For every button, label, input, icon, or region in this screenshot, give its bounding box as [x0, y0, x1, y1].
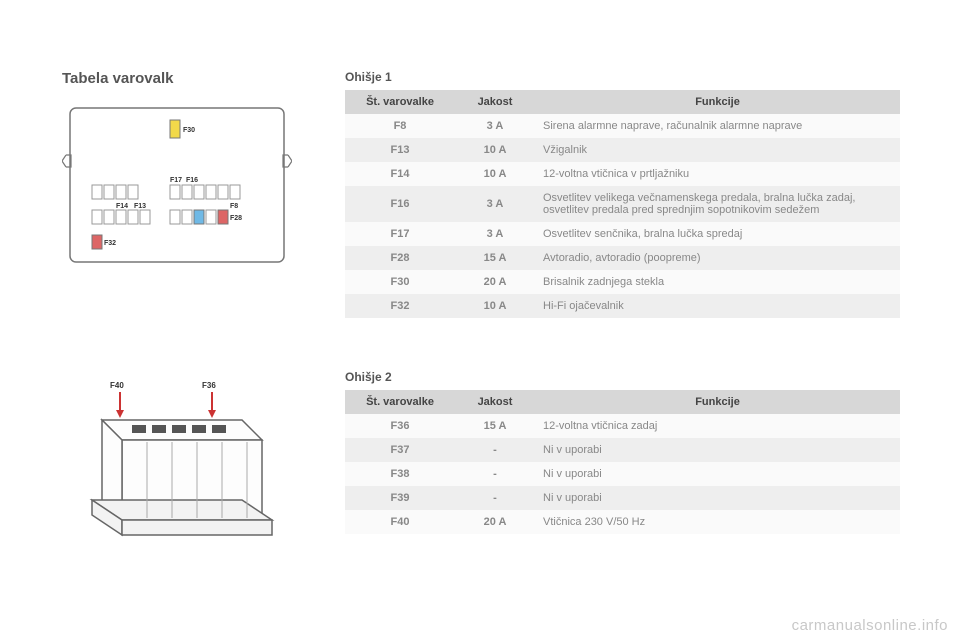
cell-rating: 15 A: [455, 246, 535, 270]
label-f14: F14: [116, 203, 128, 210]
label-f13: F13: [134, 203, 146, 210]
col-function: Funkcije: [535, 390, 900, 414]
cell-fuse-no: F14: [345, 162, 455, 186]
cell-function: Ni v uporabi: [535, 462, 900, 486]
cell-rating: 3 A: [455, 186, 535, 222]
table-row: F3615 A12-voltna vtičnica zadaj: [345, 414, 900, 438]
cell-fuse-no: F28: [345, 246, 455, 270]
cell-function: Ni v uporabi: [535, 438, 900, 462]
cell-fuse-no: F8: [345, 114, 455, 138]
cell-fuse-no: F39: [345, 486, 455, 510]
fuse-box-diagram-1: F30 F17 F16 F14 F13 F8 F28 F32: [62, 100, 292, 270]
col-fuse-no: Št. varovalke: [345, 90, 455, 114]
label-f30: F30: [183, 127, 195, 134]
cell-rating: 20 A: [455, 510, 535, 534]
page-title: Tabela varovalk: [62, 70, 173, 87]
cell-rating: 10 A: [455, 138, 535, 162]
fuse-box-diagram-2: F40 F36: [62, 370, 292, 550]
table-row: F173 AOsvetlitev senčnika, bralna lučka …: [345, 222, 900, 246]
box1-heading: Ohišje 1: [345, 70, 900, 84]
table-row: F38-Ni v uporabi: [345, 462, 900, 486]
table-row: F4020 AVtičnica 230 V/50 Hz: [345, 510, 900, 534]
cell-function: Vtičnica 230 V/50 Hz: [535, 510, 900, 534]
cell-rating: 3 A: [455, 222, 535, 246]
col-rating: Jakost: [455, 390, 535, 414]
cell-rating: -: [455, 438, 535, 462]
table-row: F37-Ni v uporabi: [345, 438, 900, 462]
table-row: F3020 ABrisalnik zadnjega stekla: [345, 270, 900, 294]
cell-function: Sirena alarmne naprave, računalnik alarm…: [535, 114, 900, 138]
cell-function: 12-voltna vtičnica zadaj: [535, 414, 900, 438]
cell-rating: 10 A: [455, 162, 535, 186]
cell-function: Brisalnik zadnjega stekla: [535, 270, 900, 294]
label-f28: F28: [230, 215, 242, 222]
fuse-table-1: Št. varovalke Jakost Funkcije F83 ASiren…: [345, 90, 900, 318]
cell-function: Ni v uporabi: [535, 486, 900, 510]
box2-heading: Ohišje 2: [345, 370, 900, 384]
cell-rating: 3 A: [455, 114, 535, 138]
cell-fuse-no: F40: [345, 510, 455, 534]
cell-fuse-no: F16: [345, 186, 455, 222]
table-row: F1410 A12-voltna vtičnica v prtljažniku: [345, 162, 900, 186]
cell-function: Avtoradio, avtoradio (poopreme): [535, 246, 900, 270]
table-row: F3210 AHi-Fi ojačevalnik: [345, 294, 900, 318]
cell-fuse-no: F38: [345, 462, 455, 486]
cell-rating: -: [455, 462, 535, 486]
cell-rating: 20 A: [455, 270, 535, 294]
table-row: F39-Ni v uporabi: [345, 486, 900, 510]
cell-function: Vžigalnik: [535, 138, 900, 162]
watermark: carmanualsonline.info: [792, 617, 948, 634]
label-f40: F40: [110, 381, 124, 390]
label-f36: F36: [202, 381, 216, 390]
fuse-table-1-block: Ohišje 1 Št. varovalke Jakost Funkcije F…: [345, 70, 900, 318]
table-row: F83 ASirena alarmne naprave, računalnik …: [345, 114, 900, 138]
label-f32: F32: [104, 240, 116, 247]
label-f17: F17: [170, 177, 182, 184]
cell-function: Osvetlitev senčnika, bralna lučka spreda…: [535, 222, 900, 246]
col-fuse-no: Št. varovalke: [345, 390, 455, 414]
cell-fuse-no: F32: [345, 294, 455, 318]
col-function: Funkcije: [535, 90, 900, 114]
cell-rating: 10 A: [455, 294, 535, 318]
cell-function: Osvetlitev velikega večnamenskega predal…: [535, 186, 900, 222]
cell-fuse-no: F37: [345, 438, 455, 462]
col-rating: Jakost: [455, 90, 535, 114]
table-row: F163 AOsvetlitev velikega večnamenskega …: [345, 186, 900, 222]
table-row: F1310 AVžigalnik: [345, 138, 900, 162]
fuse-table-2: Št. varovalke Jakost Funkcije F3615 A12-…: [345, 390, 900, 534]
cell-function: 12-voltna vtičnica v prtljažniku: [535, 162, 900, 186]
cell-fuse-no: F13: [345, 138, 455, 162]
cell-rating: -: [455, 486, 535, 510]
cell-fuse-no: F36: [345, 414, 455, 438]
fuse-table-2-block: Ohišje 2 Št. varovalke Jakost Funkcije F…: [345, 370, 900, 534]
table-row: F2815 AAvtoradio, avtoradio (poopreme): [345, 246, 900, 270]
cell-fuse-no: F17: [345, 222, 455, 246]
cell-fuse-no: F30: [345, 270, 455, 294]
label-f16: F16: [186, 177, 198, 184]
cell-rating: 15 A: [455, 414, 535, 438]
label-f8: F8: [230, 203, 238, 210]
cell-function: Hi-Fi ojačevalnik: [535, 294, 900, 318]
